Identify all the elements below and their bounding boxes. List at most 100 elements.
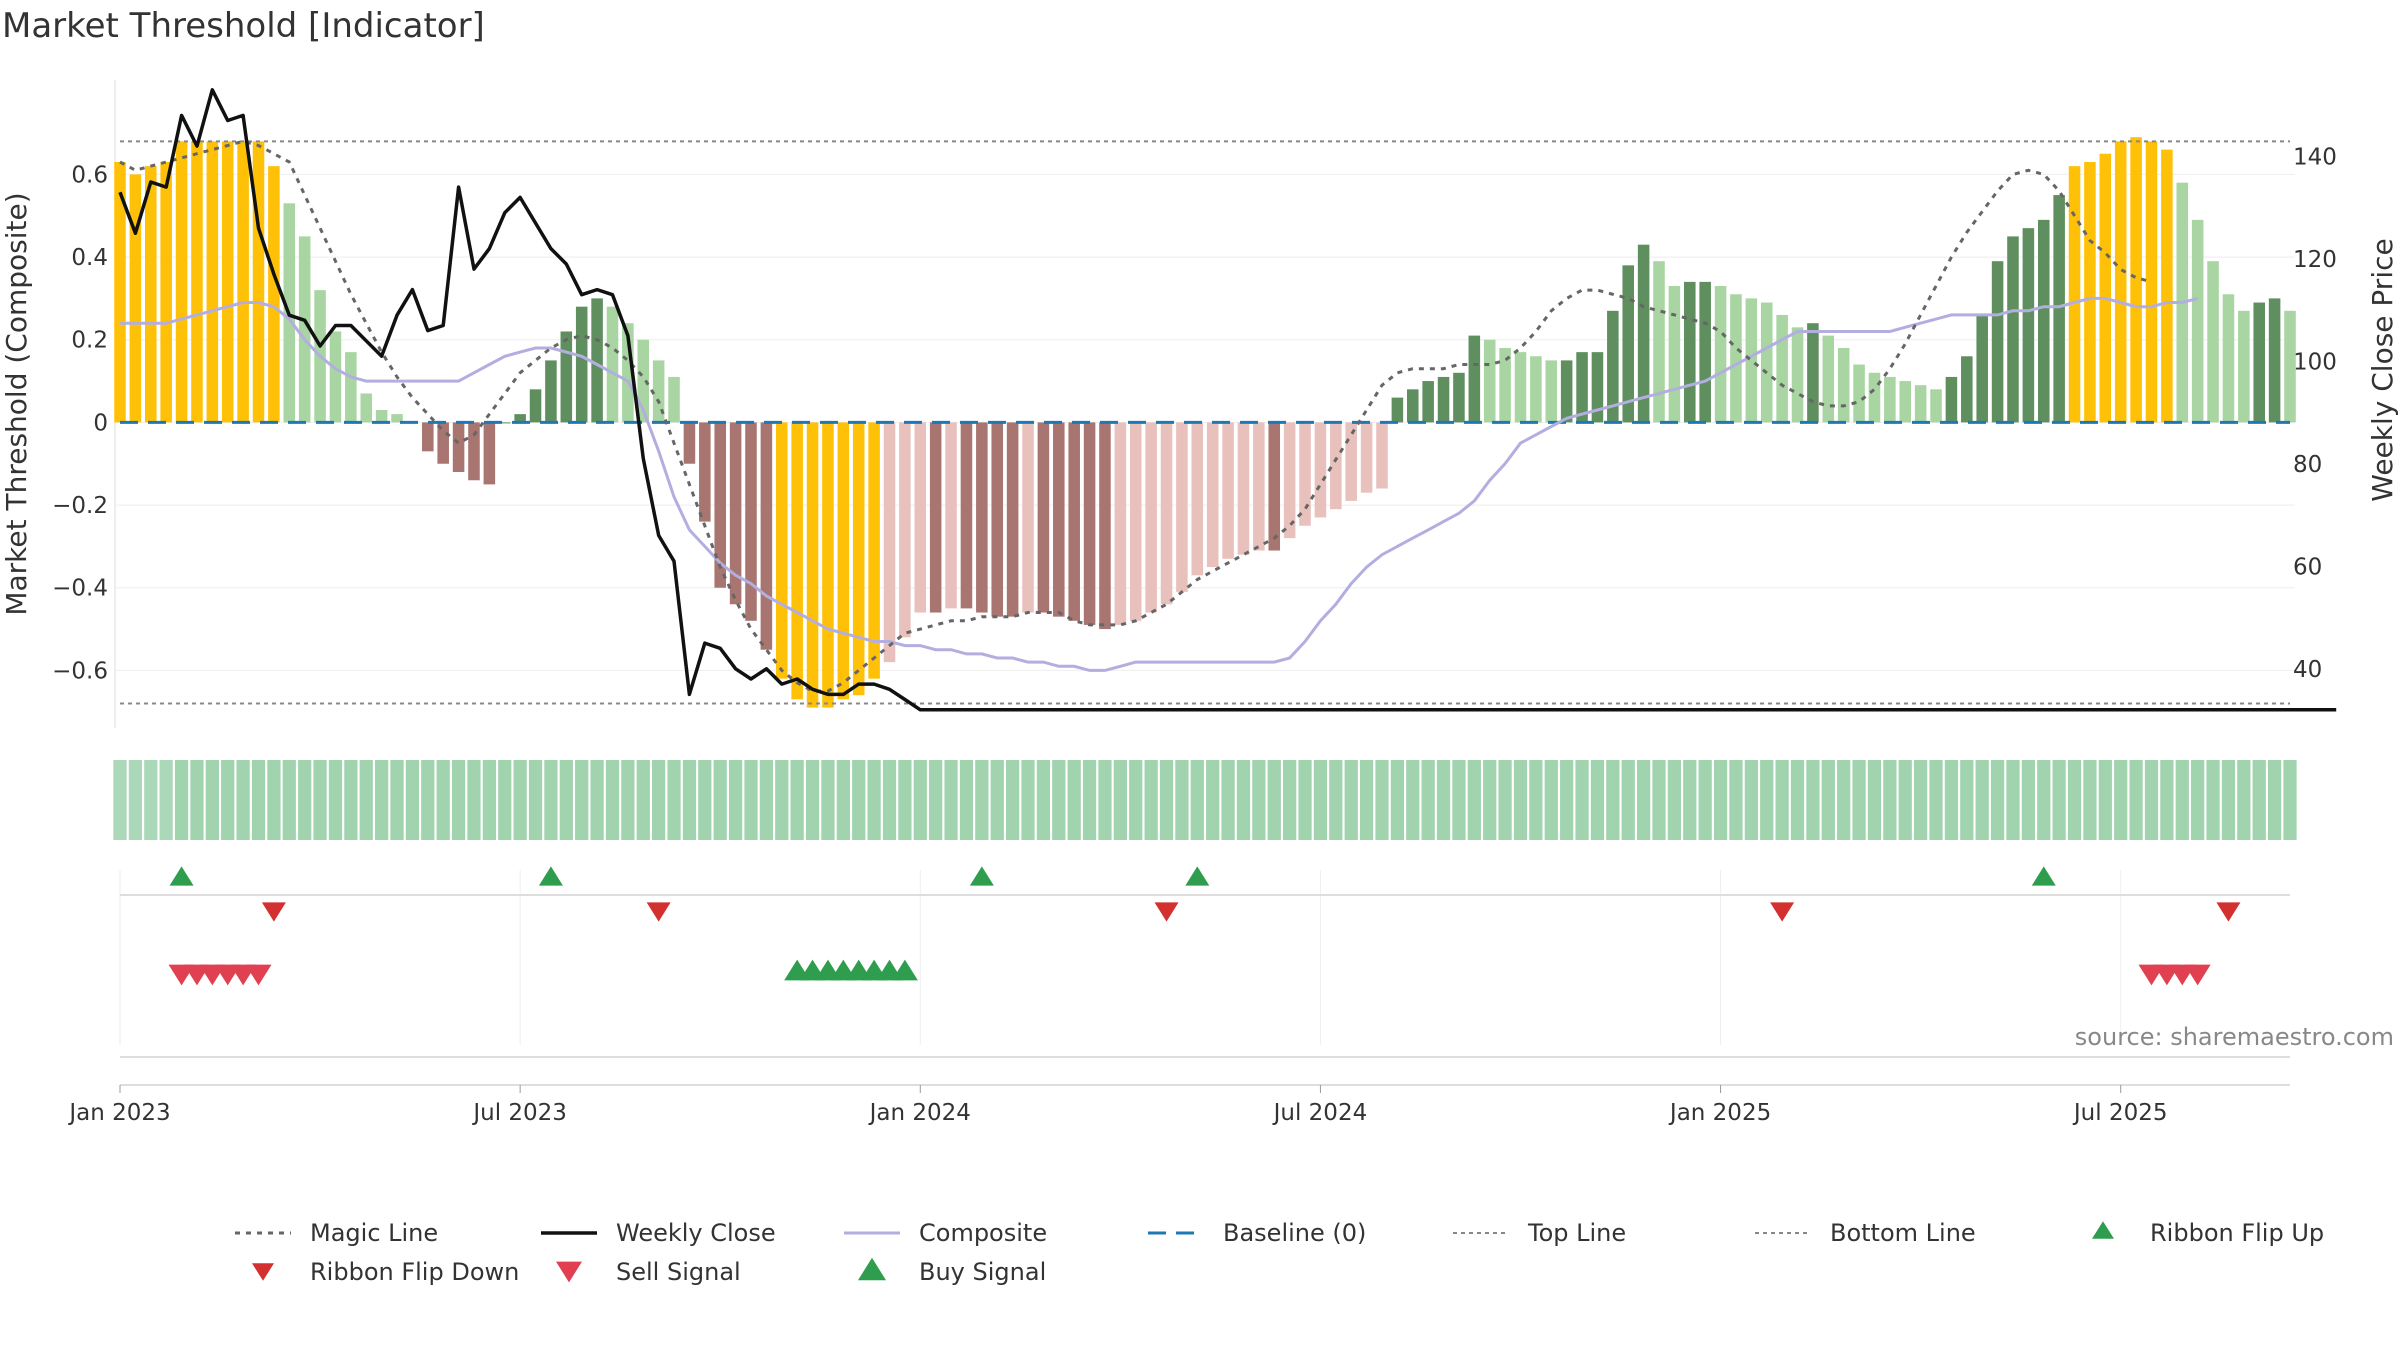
ribbon-cell: [1729, 760, 1743, 840]
ribbon-cell: [1129, 760, 1143, 840]
ribbon-cell: [775, 760, 789, 840]
threshold-bar: [622, 323, 634, 423]
threshold-bar: [960, 422, 973, 609]
ribbon-cell: [2191, 760, 2205, 840]
ribbon-cell: [1267, 760, 1281, 840]
ribbon-cell: [528, 760, 543, 840]
y-right-tick-label: 60: [2293, 554, 2322, 580]
ribbon-cell: [821, 760, 835, 840]
ribbon-cell: [2267, 760, 2282, 840]
ribbon-cell: [1744, 760, 1758, 840]
ribbon-cell: [1683, 760, 1697, 840]
threshold-bar: [1884, 376, 1896, 423]
x-tick-label: Jul 2023: [471, 1100, 567, 1126]
ribbon-cell: [498, 760, 512, 840]
ribbon-cell: [1944, 760, 1959, 840]
ribbon-cell: [513, 760, 527, 840]
threshold-bar: [699, 422, 711, 522]
ribbon-cell: [1975, 760, 1989, 840]
ribbon-cell: [698, 760, 712, 840]
legend-swatch-sell-signal: [556, 1261, 582, 1283]
y-right-tick-label: 120: [2293, 247, 2337, 273]
x-tick-label: Jan 2023: [67, 1100, 170, 1126]
threshold-bar: [1437, 376, 1450, 423]
ribbon-cell: [2067, 760, 2082, 840]
ribbon-cell: [1806, 760, 1820, 840]
ribbon-cell: [1298, 760, 1312, 840]
ribbon-cell: [113, 760, 127, 840]
ribbon-cell: [975, 760, 989, 840]
threshold-bar: [868, 422, 880, 679]
threshold-bar: [1345, 422, 1357, 501]
ribbon-cell: [2160, 760, 2174, 840]
ribbon-cell: [2052, 760, 2066, 840]
ribbon-cell: [144, 760, 158, 840]
ribbon-cell: [1529, 760, 1543, 840]
threshold-bar: [1145, 422, 1157, 613]
ribbon-cell: [1067, 760, 1081, 840]
ribbon-cell: [1821, 760, 1835, 840]
threshold-bar: [745, 422, 757, 621]
threshold-bar: [1237, 422, 1250, 555]
threshold-bar: [1053, 422, 1065, 617]
legend-label: Ribbon Flip Down: [310, 1258, 519, 1286]
threshold-bar: [1899, 381, 1912, 423]
threshold-bar: [1699, 281, 1711, 423]
ribbon-flip-down-marker: [2216, 902, 2241, 922]
threshold-bar: [2068, 166, 2081, 423]
legend-label: Magic Line: [310, 1219, 438, 1247]
threshold-bar: [1976, 314, 1988, 423]
ribbon-cell: [2098, 760, 2112, 840]
threshold-bar: [252, 141, 265, 423]
ribbon-cell: [2037, 760, 2051, 840]
ribbon-cell: [1390, 760, 1404, 840]
threshold-bar: [1961, 356, 1973, 423]
ribbon-cell: [913, 760, 927, 840]
threshold-bar: [529, 389, 542, 423]
threshold-bar: [1330, 422, 1342, 510]
ribbon-flip-up-marker: [969, 866, 994, 886]
threshold-bar: [1483, 339, 1496, 423]
threshold-bar: [391, 414, 403, 423]
buy-signal-marker: [891, 959, 918, 981]
ribbon-cell: [1283, 760, 1297, 840]
threshold-bar: [1037, 422, 1050, 613]
threshold-bar: [468, 422, 480, 481]
threshold-bar: [791, 422, 803, 700]
threshold-bar: [899, 422, 911, 638]
y-right-axis-label: Weekly Close Price: [2366, 238, 2399, 501]
threshold-bar: [1099, 422, 1111, 630]
ribbon-cell: [1375, 760, 1389, 840]
ribbon-cell: [929, 760, 943, 840]
threshold-bar: [822, 422, 834, 708]
ribbon-cell: [1790, 760, 1805, 840]
ribbon-cell: [2129, 760, 2143, 840]
threshold-bar: [1668, 286, 1681, 423]
ribbon-cell: [236, 760, 250, 840]
legend-label: Weekly Close: [616, 1219, 776, 1247]
threshold-bar: [591, 298, 603, 423]
ribbon-cell: [1082, 760, 1097, 840]
threshold-bar: [1176, 422, 1188, 592]
threshold-bar: [2053, 195, 2065, 423]
ribbon-cell: [2083, 760, 2097, 840]
ribbon-cell: [467, 760, 481, 840]
threshold-bar: [1006, 422, 1019, 617]
threshold-bar: [1591, 352, 1604, 423]
threshold-bar: [1114, 422, 1127, 625]
ribbon-cell: [1221, 760, 1235, 840]
threshold-bar: [514, 414, 526, 423]
ribbon-cell: [1513, 760, 1528, 840]
ribbon-cell: [2206, 760, 2220, 840]
threshold-bar: [2268, 298, 2281, 423]
ribbon-cell: [1144, 760, 1158, 840]
threshold-bar: [637, 339, 650, 423]
threshold-bar: [2253, 302, 2265, 423]
threshold-bar: [1422, 381, 1434, 423]
threshold-bar: [160, 162, 172, 423]
ribbon-cell: [1698, 760, 1712, 840]
ribbon-cell: [1452, 760, 1466, 840]
ribbon-cell: [898, 760, 912, 840]
x-tick-label: Jan 2025: [1668, 1100, 1771, 1126]
